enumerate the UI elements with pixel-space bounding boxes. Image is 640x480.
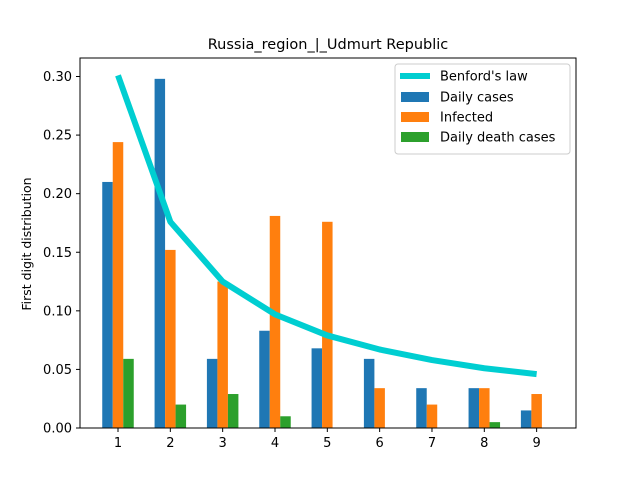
bar-infected-1	[112, 142, 124, 429]
legend-label-infected: Infected	[440, 111, 493, 126]
bar-daily-cases-6	[363, 358, 375, 428]
bar-infected-3	[217, 281, 228, 428]
bar-daily-cases-4	[259, 330, 270, 428]
chart-title: Russia_region_|_Udmurt Republic	[208, 37, 449, 53]
bar-daily-death-cases-1	[123, 358, 134, 428]
bar-daily-death-cases-2	[175, 404, 187, 428]
y-tick-label: 0.05	[43, 363, 72, 378]
bar-infected-2	[165, 249, 176, 428]
axes-layer: 0.00 0.05 0.10 0.15 0.20 0.25 0.30 1 2 3 4 5 6 7 8 9	[43, 57, 577, 451]
bar-infected-4	[269, 215, 281, 428]
y-tick-label: 0.20	[43, 187, 72, 202]
bar-daily-cases-3	[206, 358, 218, 428]
bar-daily-death-cases-8	[489, 422, 501, 428]
bars-layer	[102, 78, 542, 429]
x-tick-label: 5	[323, 436, 331, 451]
x-tick-label: 1	[114, 436, 122, 451]
y-tick-label: 0.30	[43, 70, 72, 85]
x-tick-label: 4	[271, 436, 279, 451]
legend-label-benford-law: Benford's law	[440, 70, 528, 85]
x-tick-label: 9	[532, 436, 540, 451]
x-tick-label: 2	[166, 436, 174, 451]
y-tick-label: 0.25	[43, 129, 72, 144]
x-tick-label: 6	[376, 436, 384, 451]
bar-infected-8	[479, 388, 490, 428]
bar-infected-5	[322, 221, 333, 428]
bar-infected-6	[374, 388, 385, 428]
plot-frame	[79, 57, 577, 429]
benford-line-layer	[115, 74, 537, 378]
bar-daily-cases-7	[416, 388, 427, 428]
legend-swatch-daily-death-cases	[401, 132, 429, 142]
bar-daily-death-cases-4	[280, 416, 291, 428]
x-tick-label: 7	[428, 436, 436, 451]
legend-box	[394, 63, 571, 155]
y-tick-label: 0.10	[43, 304, 72, 319]
bar-daily-cases-1	[102, 181, 113, 428]
bar-infected-7	[426, 404, 438, 428]
legend: Benford's law Daily cases Infected Daily de…	[394, 63, 571, 155]
bar-daily-cases-5	[311, 348, 323, 428]
legend-swatch-daily-cases	[401, 92, 429, 102]
bar-daily-cases-8	[468, 388, 480, 428]
x-tick-label: 3	[219, 436, 227, 451]
bar-daily-death-cases-3	[227, 394, 239, 428]
bar-daily-cases-2	[154, 78, 166, 428]
legend-label-daily-cases: Daily cases	[440, 91, 514, 106]
y-tick-label: 0.00	[43, 422, 72, 437]
legend-swatch-infected	[401, 112, 429, 122]
x-tick-label: 8	[480, 436, 488, 451]
y-axis-label: First digit distribution	[19, 177, 34, 310]
legend-label-daily-death-cases: Daily death cases	[440, 131, 556, 146]
bar-daily-cases-9	[520, 410, 532, 428]
y-tick-label: 0.15	[43, 246, 72, 261]
benford-law-line	[115, 74, 537, 378]
bar-infected-9	[531, 394, 542, 428]
